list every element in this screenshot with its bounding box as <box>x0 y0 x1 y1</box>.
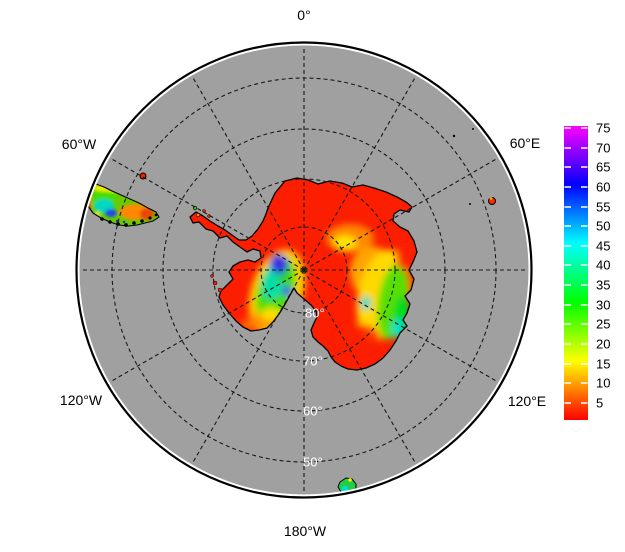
map-rim-circle <box>75 41 533 499</box>
colorbar-tick-label: 60 <box>596 180 610 195</box>
colorbar-tick-label: 75 <box>596 121 610 136</box>
colorbar-tick-label: 20 <box>596 337 610 352</box>
meridian-label-60w: 60°W <box>62 136 97 152</box>
colorbar-tick-label: 55 <box>596 200 610 215</box>
latitude-label-60: 60° <box>303 404 323 419</box>
meridian-label-120w: 120°W <box>60 392 103 408</box>
latitude-label-50: 50° <box>303 455 323 470</box>
colorbar-tick-label: 35 <box>596 278 610 293</box>
colorbar-tick-label: 5 <box>596 396 603 411</box>
colorbar: 75 70 65 60 55 50 45 40 35 30 25 20 15 1… <box>564 121 610 420</box>
colorbar-tick-label: 15 <box>596 357 610 372</box>
latitude-label-80: 80° <box>305 306 325 321</box>
colorbar-tick-label: 70 <box>596 141 610 156</box>
antarctica-data-field <box>240 224 417 352</box>
meridian-label-0: 0° <box>297 7 310 23</box>
colorbar-tick-label: 40 <box>596 258 610 273</box>
colorbar-tick-label: 30 <box>596 298 610 313</box>
colorbar-tick-label: 25 <box>596 317 610 332</box>
tierra-del-fuego-islets <box>100 213 158 227</box>
colorbar-tick-marks <box>564 127 588 404</box>
colorbar-tick-label: 50 <box>596 219 610 234</box>
meridian-label-60e: 60°E <box>510 135 541 151</box>
colorbar-tick-label: 45 <box>596 239 610 254</box>
meridian-label-180w: 180°W <box>284 523 327 539</box>
colorbar-gradient-bar <box>564 126 588 420</box>
colorbar-tick-label: 65 <box>596 160 610 175</box>
graticule-grid <box>81 47 527 493</box>
meridian-lines <box>81 47 527 493</box>
meridian-label-120e: 120°E <box>508 393 546 409</box>
latitude-label-70: 70° <box>303 354 323 369</box>
colorbar-tick-label: 10 <box>596 376 610 391</box>
